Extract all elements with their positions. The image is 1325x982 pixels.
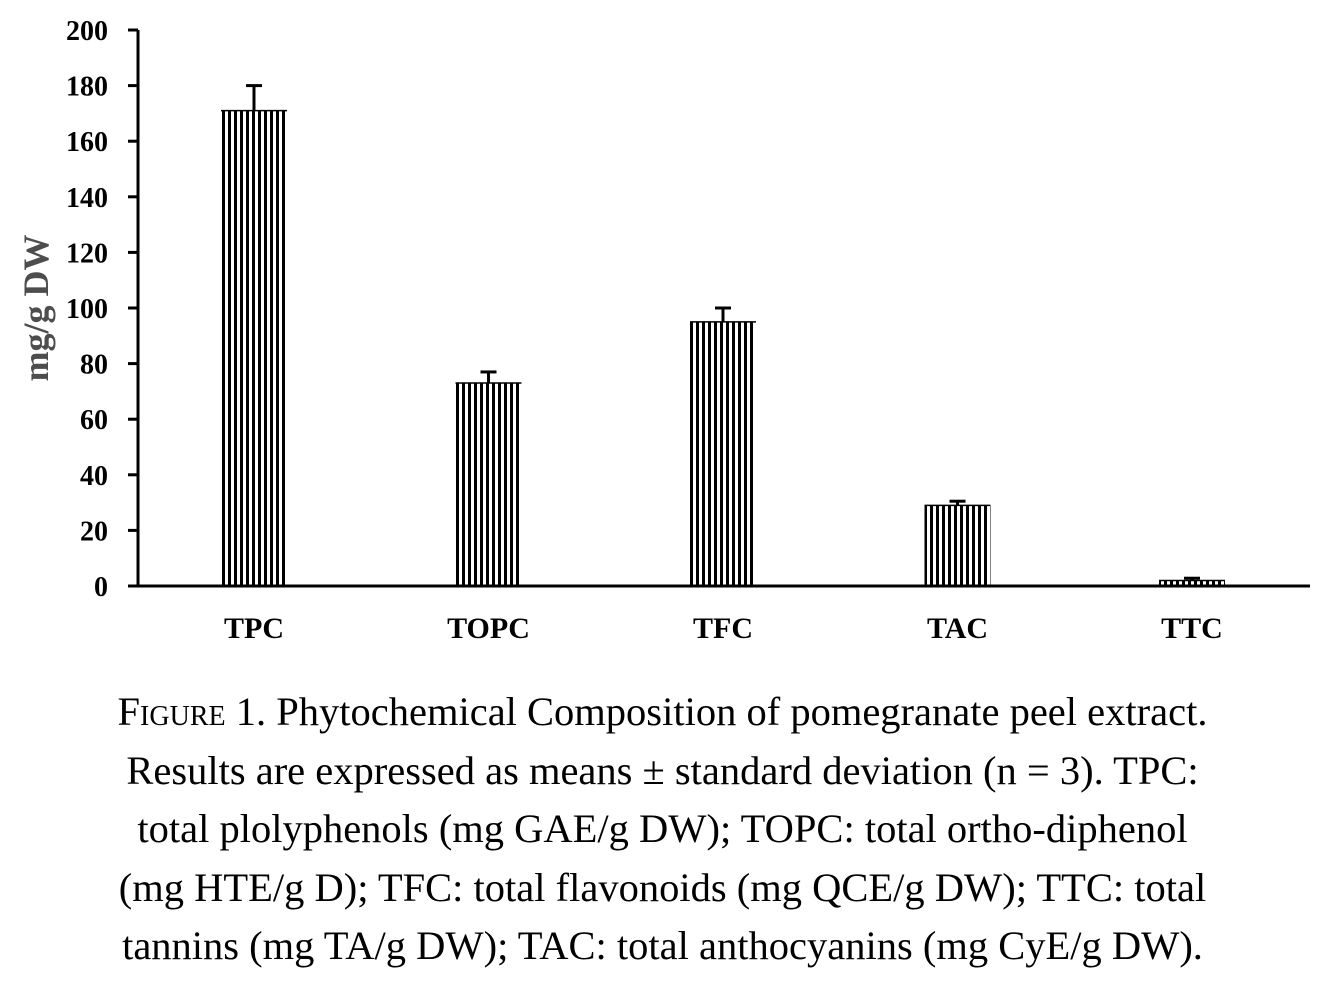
caption-figure-label: Figure 1. bbox=[117, 689, 267, 734]
caption-line-3: total plolyphenols (mg GAE/g DW); TOPC: … bbox=[137, 806, 1188, 851]
figure-caption: Figure 1. Phytochemical Composition of p… bbox=[0, 683, 1325, 976]
y-tick-label: 180 bbox=[66, 72, 108, 103]
y-tick-label: 120 bbox=[66, 238, 108, 269]
y-tick-label: 80 bbox=[80, 350, 108, 381]
error-bars bbox=[246, 84, 1200, 581]
x-category-label: TTC bbox=[1161, 612, 1223, 645]
x-category-label: TPC bbox=[224, 612, 284, 645]
x-category-label: TOPC bbox=[447, 612, 530, 645]
caption-line-2: Results are expressed as means ± standar… bbox=[126, 747, 1199, 793]
y-tick-label: 60 bbox=[80, 405, 108, 436]
y-tick-label: 0 bbox=[94, 572, 108, 603]
bars bbox=[221, 109, 1225, 587]
caption-title: Phytochemical Composition of pomegranate… bbox=[266, 689, 1208, 734]
y-axis-ticks: 0 20 40 60 80 100 120 140 160 180 200 bbox=[66, 16, 138, 603]
x-axis-categories: TPC TOPC TFC TAC TTC bbox=[224, 612, 1223, 645]
y-tick-label: 140 bbox=[66, 183, 108, 214]
caption-line-1: Figure 1. Phytochemical Composition of p… bbox=[0, 683, 1325, 742]
y-tick-label: 160 bbox=[66, 127, 108, 158]
y-tick-label: 200 bbox=[66, 16, 108, 47]
bar-ttc bbox=[1159, 580, 1225, 586]
bar-tac bbox=[924, 505, 991, 586]
y-tick-label: 100 bbox=[66, 294, 108, 325]
bar-chart: 0 20 40 60 80 100 120 140 160 180 200 TPC TOPC TFC TA… bbox=[16, 16, 1310, 645]
bar-tfc bbox=[690, 321, 756, 586]
x-category-label: TFC bbox=[693, 612, 753, 645]
y-tick-label: 20 bbox=[80, 516, 108, 547]
x-category-label: TAC bbox=[927, 612, 988, 645]
caption-line-4: (mg HTE/g D); TFC: total flavonoids (mg … bbox=[118, 864, 1207, 910]
caption-line-5: tannins (mg TA/g DW); TAC: total anthocy… bbox=[122, 923, 1203, 968]
y-axis-title: mg/g DW bbox=[16, 235, 56, 382]
bar-topc bbox=[455, 383, 522, 586]
y-tick-label: 40 bbox=[80, 461, 108, 492]
bar-tpc bbox=[221, 110, 287, 587]
